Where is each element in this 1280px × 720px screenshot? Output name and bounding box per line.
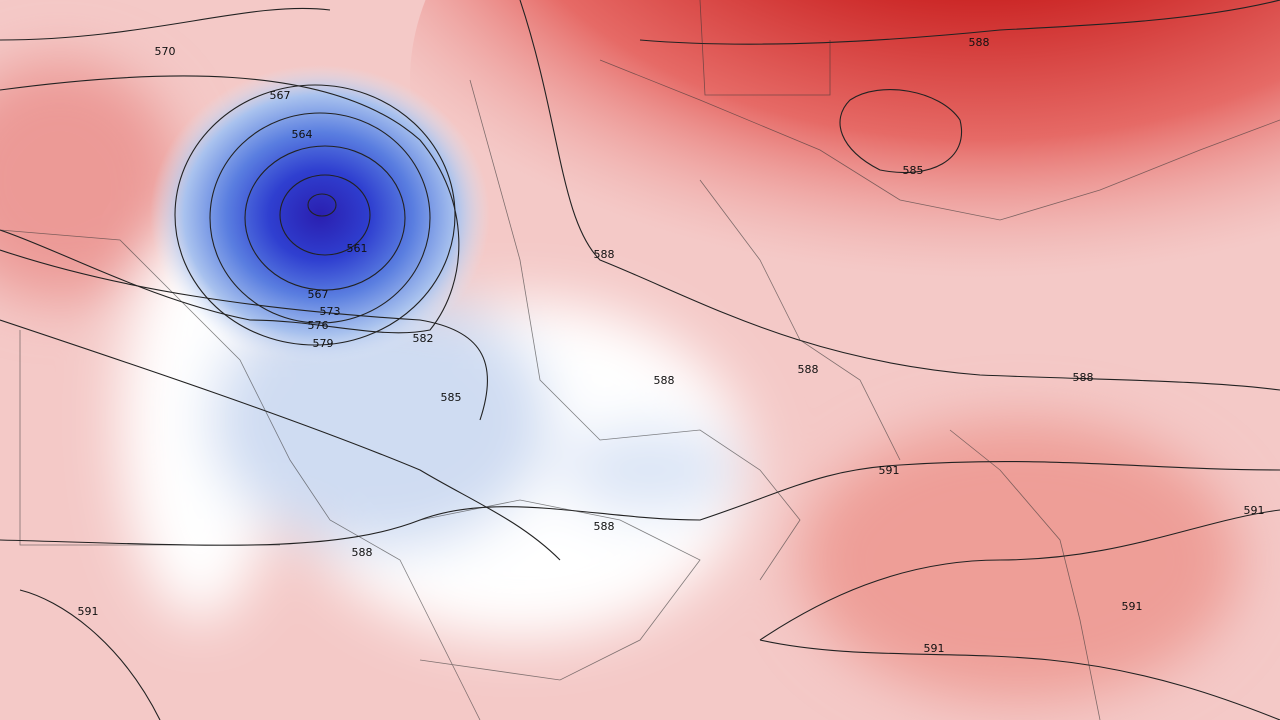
contour-label: 591 <box>1244 504 1265 517</box>
contour-label: 588 <box>654 374 675 387</box>
contour-label: 588 <box>352 546 373 559</box>
contour-label: 588 <box>594 248 615 261</box>
contour-labels: 570 567 564 561 567 573 576 579 582 585 … <box>78 36 1265 655</box>
contour-label: 591 <box>879 464 900 477</box>
contour-label: 576 <box>308 319 329 332</box>
contour-label: 570 <box>155 45 176 58</box>
contour-label: 585 <box>441 391 462 404</box>
contour-label: 588 <box>969 36 990 49</box>
contour-label: 567 <box>308 288 329 301</box>
contour-label: 561 <box>347 242 368 255</box>
contour-label: 582 <box>413 332 434 345</box>
contour-label: 567 <box>270 89 291 102</box>
contour-label: 588 <box>798 363 819 376</box>
contour-label: 579 <box>313 337 334 350</box>
contour-label: 591 <box>1122 600 1143 613</box>
contour-label: 585 <box>903 164 924 177</box>
contour-label: 588 <box>594 520 615 533</box>
contour-label: 564 <box>292 128 313 141</box>
contour-label: 591 <box>78 605 99 618</box>
contour-label: 591 <box>924 642 945 655</box>
contour-label: 588 <box>1073 371 1094 384</box>
contour-label: 573 <box>320 305 341 318</box>
